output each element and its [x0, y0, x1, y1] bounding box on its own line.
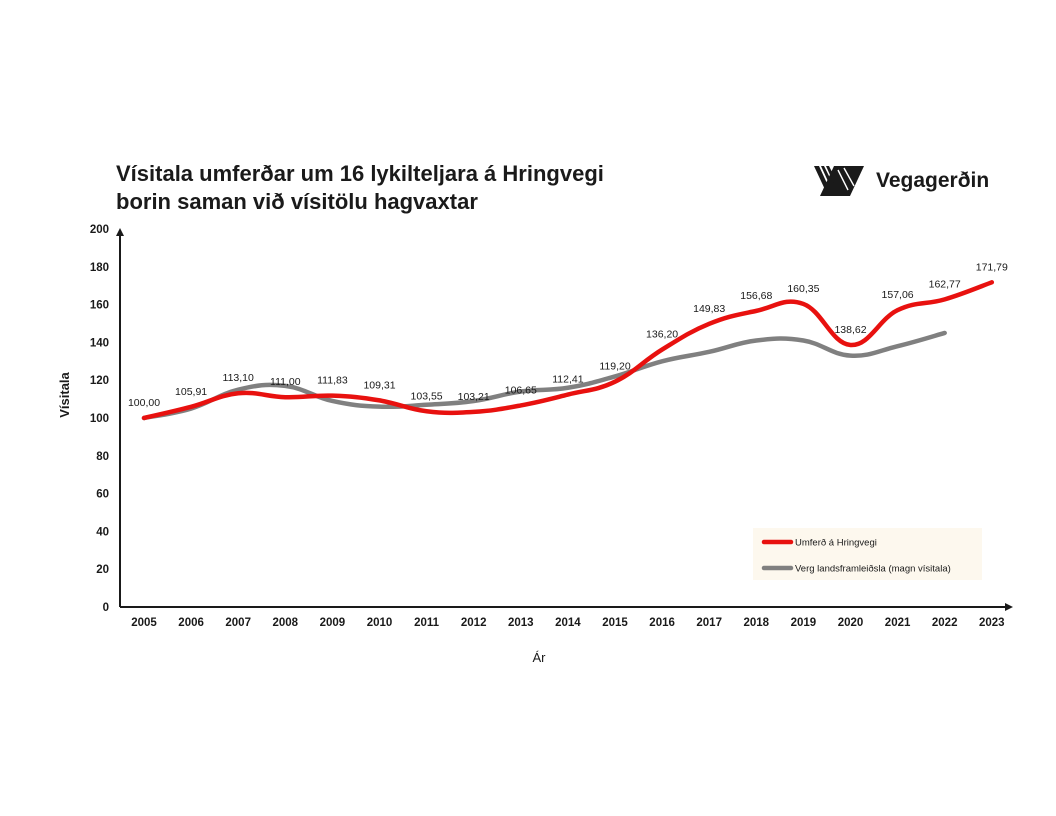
x-tick-label: 2023	[979, 617, 1005, 629]
x-tick-label: 2017	[696, 617, 722, 629]
chart-title-line-2: borin saman við vísitölu hagvaxtar	[116, 189, 478, 214]
x-axis-title: Ár	[533, 650, 547, 665]
data-label: 113,10	[223, 372, 254, 384]
data-label: 156,68	[740, 290, 772, 302]
data-label: 149,83	[693, 303, 725, 315]
legend-label: Umferð á Hringvegi	[795, 538, 877, 549]
y-axis-arrow	[116, 228, 124, 236]
y-tick-label: 180	[90, 262, 109, 274]
data-label: 138,62	[834, 324, 866, 336]
data-label: 106,65	[505, 384, 537, 396]
data-label: 171,79	[976, 261, 1008, 273]
x-axis-arrow	[1005, 603, 1013, 611]
vegagerdin-logo-icon	[814, 166, 864, 196]
legend-label: Verg landsframleiðsla (magn vísitala)	[795, 564, 951, 575]
x-tick-label: 2015	[602, 617, 628, 629]
x-tick-label: 2021	[885, 617, 911, 629]
y-tick-label: 80	[96, 451, 109, 463]
y-tick-label: 200	[90, 224, 109, 236]
x-tick-label: 2022	[932, 617, 958, 629]
data-label: 157,06	[882, 289, 914, 301]
x-tick-label: 2009	[320, 617, 346, 629]
logo-text: Vegagerðin	[876, 169, 990, 192]
series-line-umferd	[141, 280, 995, 421]
data-label: 160,35	[787, 283, 819, 295]
chart-title-line-1: Vísitala umferðar um 16 lykilteljara á H…	[116, 161, 604, 186]
x-tick-label: 2018	[744, 617, 770, 629]
y-tick-label: 0	[103, 602, 109, 614]
y-axis-title: Vísitala	[57, 371, 72, 417]
data-label: 111,83	[317, 375, 348, 387]
x-tick-label: 2007	[225, 617, 251, 629]
data-label: 109,31	[363, 379, 395, 391]
data-label: 136,20	[646, 329, 678, 341]
data-label: 111,00	[270, 376, 301, 388]
y-tick-label: 160	[90, 300, 109, 312]
x-tick-label: 2012	[461, 617, 487, 629]
data-label: 119,20	[599, 361, 630, 373]
legend: Umferð á Hringvegi Verg landsframleiðsla …	[753, 528, 982, 580]
y-tick-label: 140	[90, 337, 109, 349]
x-tick-label: 2014	[555, 617, 581, 629]
data-label: 105,91	[175, 386, 207, 398]
y-tick-label: 120	[90, 375, 109, 387]
data-label: 103,21	[458, 391, 490, 403]
x-tick-label: 2011	[414, 617, 440, 629]
legend-box	[753, 528, 982, 580]
data-label: 162,77	[929, 278, 961, 290]
x-tick-label: 2016	[649, 617, 675, 629]
y-tick-label: 40	[96, 526, 109, 538]
series-line-landsframleidsla	[141, 330, 947, 421]
data-label: 112,41	[552, 374, 583, 386]
data-label: 103,55	[411, 390, 443, 402]
x-tick-label: 2019	[791, 617, 817, 629]
x-tick-label: 2005	[131, 617, 157, 629]
x-tick-label: 2010	[367, 617, 393, 629]
x-tick-label: 2020	[838, 617, 864, 629]
chart-title: Vísitala umferðar um 16 lykilteljara á H…	[116, 160, 604, 216]
y-tick-label: 20	[96, 564, 109, 576]
x-tick-label: 2008	[273, 617, 299, 629]
y-tick-label: 100	[90, 413, 109, 425]
data-label: 100,00	[128, 397, 160, 409]
vegagerdin-logo: Vegagerðin	[814, 164, 989, 198]
y-tick-label: 60	[96, 489, 109, 501]
x-tick-label: 2013	[508, 617, 534, 629]
x-tick-label: 2006	[178, 617, 204, 629]
